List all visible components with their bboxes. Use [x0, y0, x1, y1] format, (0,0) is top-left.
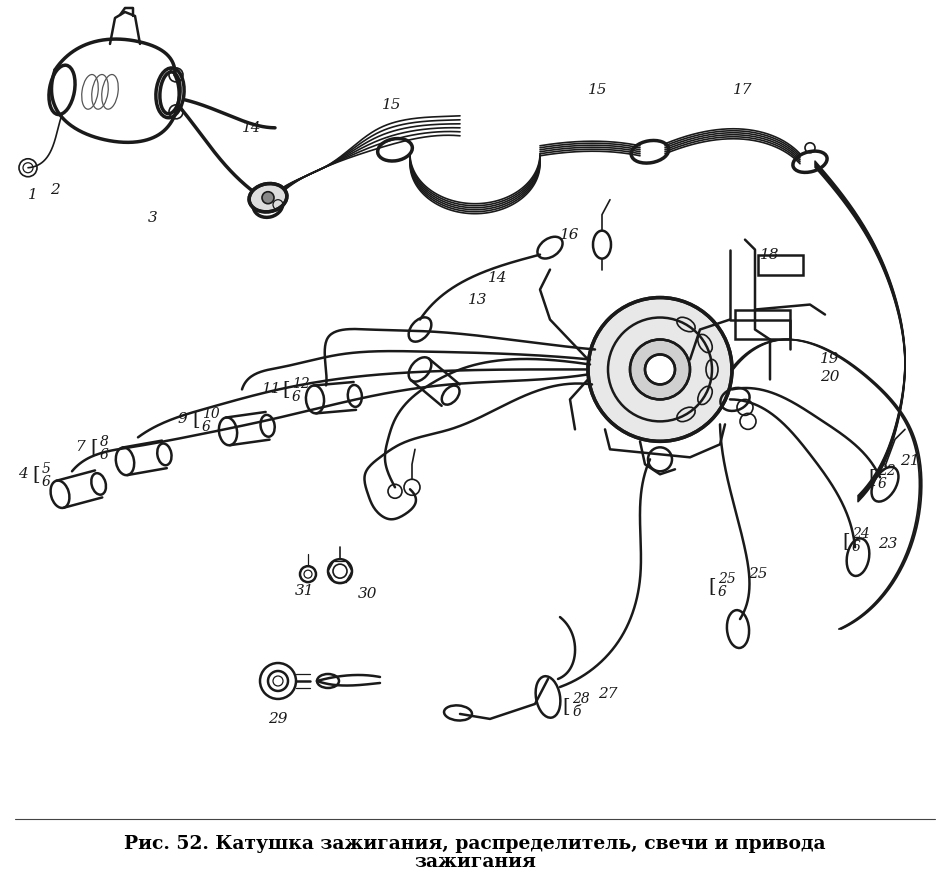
Text: 6: 6: [718, 585, 727, 599]
Text: 24: 24: [852, 527, 870, 541]
Text: 29: 29: [268, 711, 288, 726]
Text: 22: 22: [878, 464, 896, 478]
Text: 28: 28: [572, 692, 590, 706]
Circle shape: [630, 340, 690, 400]
Text: 15: 15: [382, 98, 402, 112]
Text: [: [: [708, 577, 715, 595]
Text: 13: 13: [468, 292, 487, 306]
Text: 15: 15: [588, 83, 607, 97]
Text: 30: 30: [358, 588, 377, 601]
Text: 9: 9: [178, 412, 188, 426]
Text: 14: 14: [242, 120, 261, 134]
Text: 4: 4: [18, 467, 28, 481]
Text: [: [: [192, 410, 200, 429]
Text: 18: 18: [760, 248, 780, 262]
Text: [: [: [842, 533, 849, 550]
Text: 6: 6: [202, 421, 211, 435]
Text: 16: 16: [560, 228, 580, 242]
Text: 6: 6: [852, 540, 861, 554]
Text: 5: 5: [42, 463, 51, 477]
Text: 27: 27: [598, 687, 618, 701]
Text: 6: 6: [100, 449, 109, 463]
Text: 11: 11: [262, 382, 281, 396]
Circle shape: [588, 298, 732, 442]
Ellipse shape: [249, 183, 287, 212]
Text: 6: 6: [292, 390, 301, 404]
Bar: [735, 310, 790, 340]
Text: 14: 14: [488, 271, 507, 285]
Text: 8: 8: [100, 436, 109, 450]
Text: [: [: [32, 465, 40, 484]
Text: 20: 20: [820, 370, 840, 384]
Text: 21: 21: [900, 454, 920, 468]
Text: 1: 1: [28, 188, 38, 202]
Circle shape: [262, 192, 274, 203]
Text: 10: 10: [202, 408, 219, 422]
Text: 7: 7: [75, 440, 85, 454]
Text: 6: 6: [42, 475, 51, 489]
Text: 12: 12: [292, 377, 310, 391]
Text: б: б: [572, 705, 580, 719]
Bar: [758, 255, 803, 275]
Text: 19: 19: [820, 353, 840, 367]
Text: [: [: [90, 438, 98, 457]
Text: [: [: [562, 697, 570, 715]
Text: зажигания: зажигания: [414, 853, 536, 870]
Text: [: [: [868, 468, 876, 486]
Circle shape: [645, 354, 675, 384]
Text: 31: 31: [295, 584, 314, 598]
Text: 17: 17: [733, 83, 752, 97]
Text: 3: 3: [148, 210, 158, 224]
Text: 25: 25: [718, 572, 735, 586]
Text: 25: 25: [748, 567, 768, 581]
Text: [: [: [282, 381, 290, 398]
Text: 2: 2: [50, 182, 60, 196]
Text: 6: 6: [878, 478, 887, 491]
Text: Рис. 52. Катушка зажигания, распределитель, свечи и привода: Рис. 52. Катушка зажигания, распределите…: [124, 835, 826, 853]
Text: 23: 23: [878, 537, 898, 551]
